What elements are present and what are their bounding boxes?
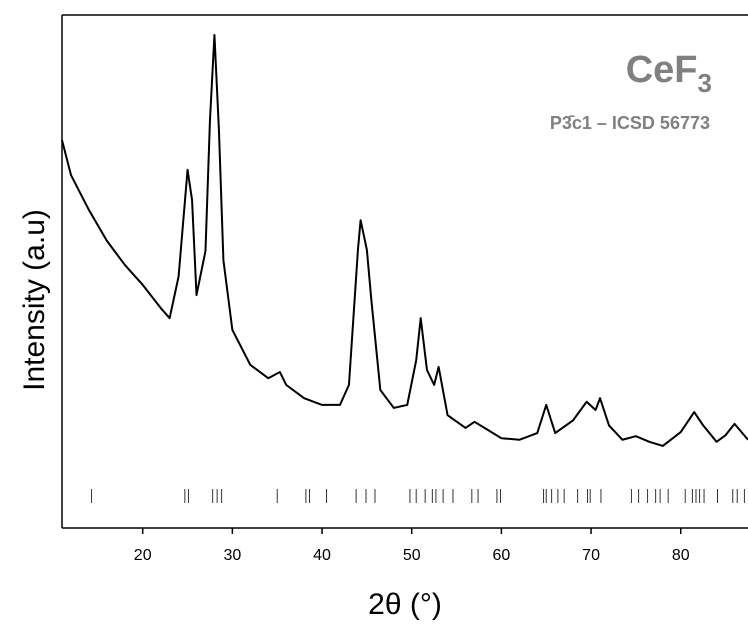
x-tick-label: 20 (134, 547, 152, 564)
x-tick-label: 60 (493, 547, 511, 564)
annotation-text: CeF (626, 49, 698, 91)
y-axis-label: Intensity (a.u) (18, 209, 51, 391)
annotation: P3̄c1 – ICSD 56773 (550, 113, 710, 133)
data-line (61, 34, 748, 447)
annotation-subscript: 3 (698, 68, 712, 98)
x-tick-label: 30 (223, 547, 241, 564)
x-tick-label: 40 (313, 547, 331, 564)
x-tick-label: 50 (403, 547, 421, 564)
x-tick-label: 70 (582, 547, 600, 564)
annotation: CeF3 (626, 49, 712, 98)
x-axis-label: 2θ (°) (368, 588, 442, 621)
x-tick-label: 80 (672, 547, 690, 564)
